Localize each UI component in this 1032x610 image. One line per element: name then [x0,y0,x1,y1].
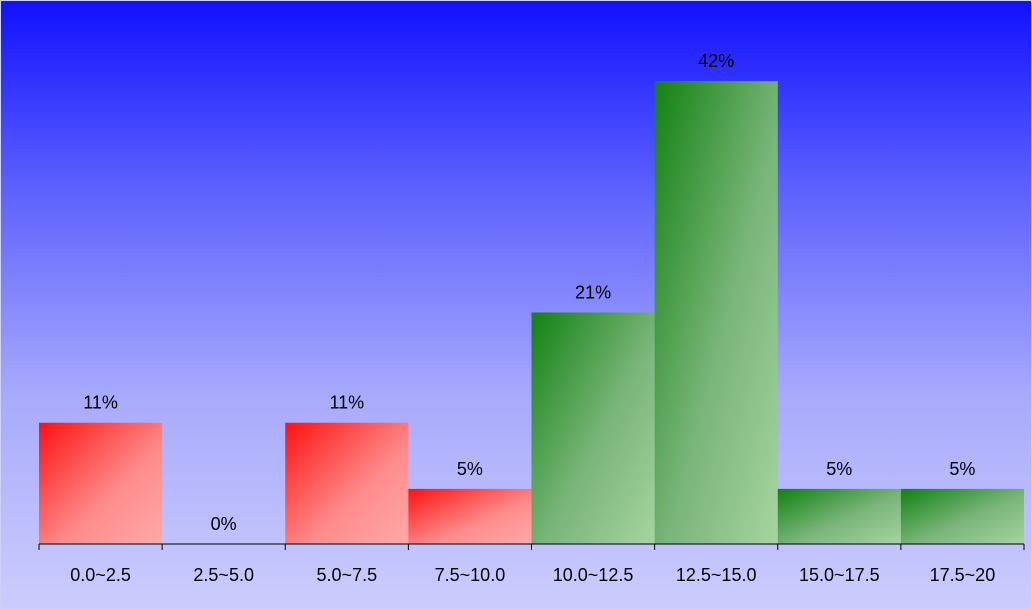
bar-10.0~12.5 [531,312,655,544]
value-label-2.5~5.0: 0% [211,514,237,534]
value-label-0.0~2.5: 11% [83,393,118,413]
x-tick-label-0.0~2.5: 0.0~2.5 [70,565,131,585]
value-label-10.0~12.5: 21% [575,283,611,303]
bar-17.5~20 [900,488,1024,544]
bar-12.5~15.0 [654,81,778,544]
x-tick-label-15.0~17.5: 15.0~17.5 [799,565,880,585]
x-tick-label-12.5~15.0: 12.5~15.0 [676,565,757,585]
value-label-5.0~7.5: 11% [329,393,364,413]
value-label-12.5~15.0: 42% [698,51,734,71]
bar-15.0~17.5 [777,488,901,544]
x-tick-label-7.5~10.0: 7.5~10.0 [435,565,506,585]
bar-7.5~10.0 [408,488,532,544]
value-label-7.5~10.0: 5% [457,459,483,479]
x-axis: 0.0~2.5 2.5~5.0 5.0~7.5 7.5~10.0 10.0~12.5 12… [38,543,1025,585]
bars-layer [39,81,1024,544]
value-label-15.0~17.5: 5% [826,459,852,479]
value-labels-layer: 11% 0% 11% 5% 21% 42% 5% 5% [83,51,975,534]
x-tick-label-10.0~12.5: 10.0~12.5 [553,565,634,585]
x-tick-label-5.0~7.5: 5.0~7.5 [317,565,378,585]
bar-0.0~2.5 [39,422,163,544]
bar-5.0~7.5 [285,422,409,544]
x-tick-label-17.5~20: 17.5~20 [930,565,996,585]
value-label-17.5~20: 5% [949,459,975,479]
x-tick-label-2.5~5.0: 2.5~5.0 [193,565,254,585]
